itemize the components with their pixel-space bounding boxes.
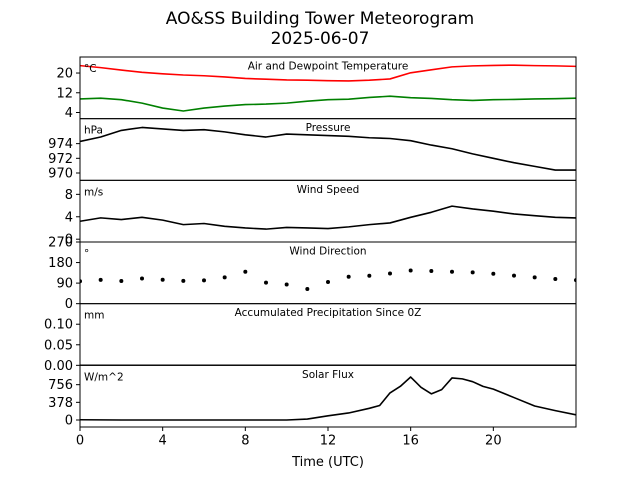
data-point [305,287,310,292]
y-tick-label: 4 [65,210,73,225]
x-tick-label: 12 [320,434,337,449]
y-tick-label: 0.10 [44,318,73,333]
data-point [512,273,516,278]
panel-title: Pressure [306,122,351,134]
x-tick-label: 4 [159,434,167,449]
y-tick-label: 970 [48,166,73,181]
y-tick-label: 972 [48,152,73,167]
x-tick-label: 8 [241,434,249,449]
figure-title: AO&SS Building Tower Meteorogram [165,9,475,29]
y-tick-label: 4 [65,106,73,121]
data-point [408,268,413,273]
data-point [491,271,496,276]
y-tick-label: 0.00 [44,359,73,374]
series-line-1 [80,126,576,171]
panel-title: Accumulated Precipitation Since 0Z [235,307,422,319]
panel-title: Wind Direction [289,246,366,258]
data-point [222,275,227,280]
data-point [532,275,537,280]
data-point [326,279,330,284]
panel-title: Air and Dewpoint Temperature [248,61,409,73]
y-tick-label: 12 [56,86,73,101]
unit-label: mm [84,310,104,322]
y-tick-label: 0 [65,297,73,312]
y-tick-label: 90 [56,277,73,292]
x-tick-label: 20 [485,434,502,449]
series-line-2 [80,95,576,112]
data-point [367,273,372,278]
data-point [181,278,186,283]
x-tick-label: 16 [402,434,419,449]
panel-title: Wind Speed [297,184,360,196]
y-tick-label: 0 [65,413,73,428]
data-point [450,269,454,274]
unit-label: ° [84,248,89,260]
data-point [160,277,165,282]
unit-label: hPa [84,125,103,137]
y-tick-label: 0.05 [44,338,73,353]
data-point [470,270,475,275]
data-point [264,280,268,285]
series-line-1 [80,376,576,421]
series-1 [80,268,576,292]
y-tick-label: 20 [56,67,73,82]
x-axis-label: Time (UTC) [291,455,364,470]
unit-label: W/m^2 [84,371,124,383]
data-point [553,277,558,281]
series-line-1 [80,64,576,82]
panel-6: 0 378 756 Solar Flux W/m^2 0 4 8 12 16 20 [48,364,577,449]
y-tick-label: 270 [48,236,73,251]
data-point [388,271,392,276]
unit-label: m/s [84,186,103,198]
y-tick-label: 756 [48,378,73,393]
series-line-1 [80,205,576,230]
panel-title: Solar Flux [302,369,354,381]
data-point [429,269,434,274]
y-tick-label: 0 [65,233,73,248]
y-tick-label: 974 [48,137,73,152]
unit-label: °C [84,63,97,75]
data-point [98,277,103,282]
data-point [243,269,248,274]
data-point [284,282,289,287]
y-tick-label: 8 [65,188,73,203]
panel-3: 0 4 8 Wind Speed m/s [65,179,577,248]
figure-subtitle: 2025-06-07 [270,29,370,49]
panel-4: 0 90 180 270 Wind Direction ° [48,236,577,312]
panel-1: 4 12 20 Air and Dewpoint Temperature °C [56,56,577,121]
y-tick-label: 180 [48,256,73,271]
data-point [140,276,144,281]
data-point [202,278,206,283]
data-point [346,274,351,279]
panel-5: 0.00 0.05 0.10 Accumulated Precipitation Si… [44,303,577,374]
data-point [119,279,124,284]
x-tick-label: 0 [76,434,84,449]
y-tick-label: 378 [48,396,73,411]
